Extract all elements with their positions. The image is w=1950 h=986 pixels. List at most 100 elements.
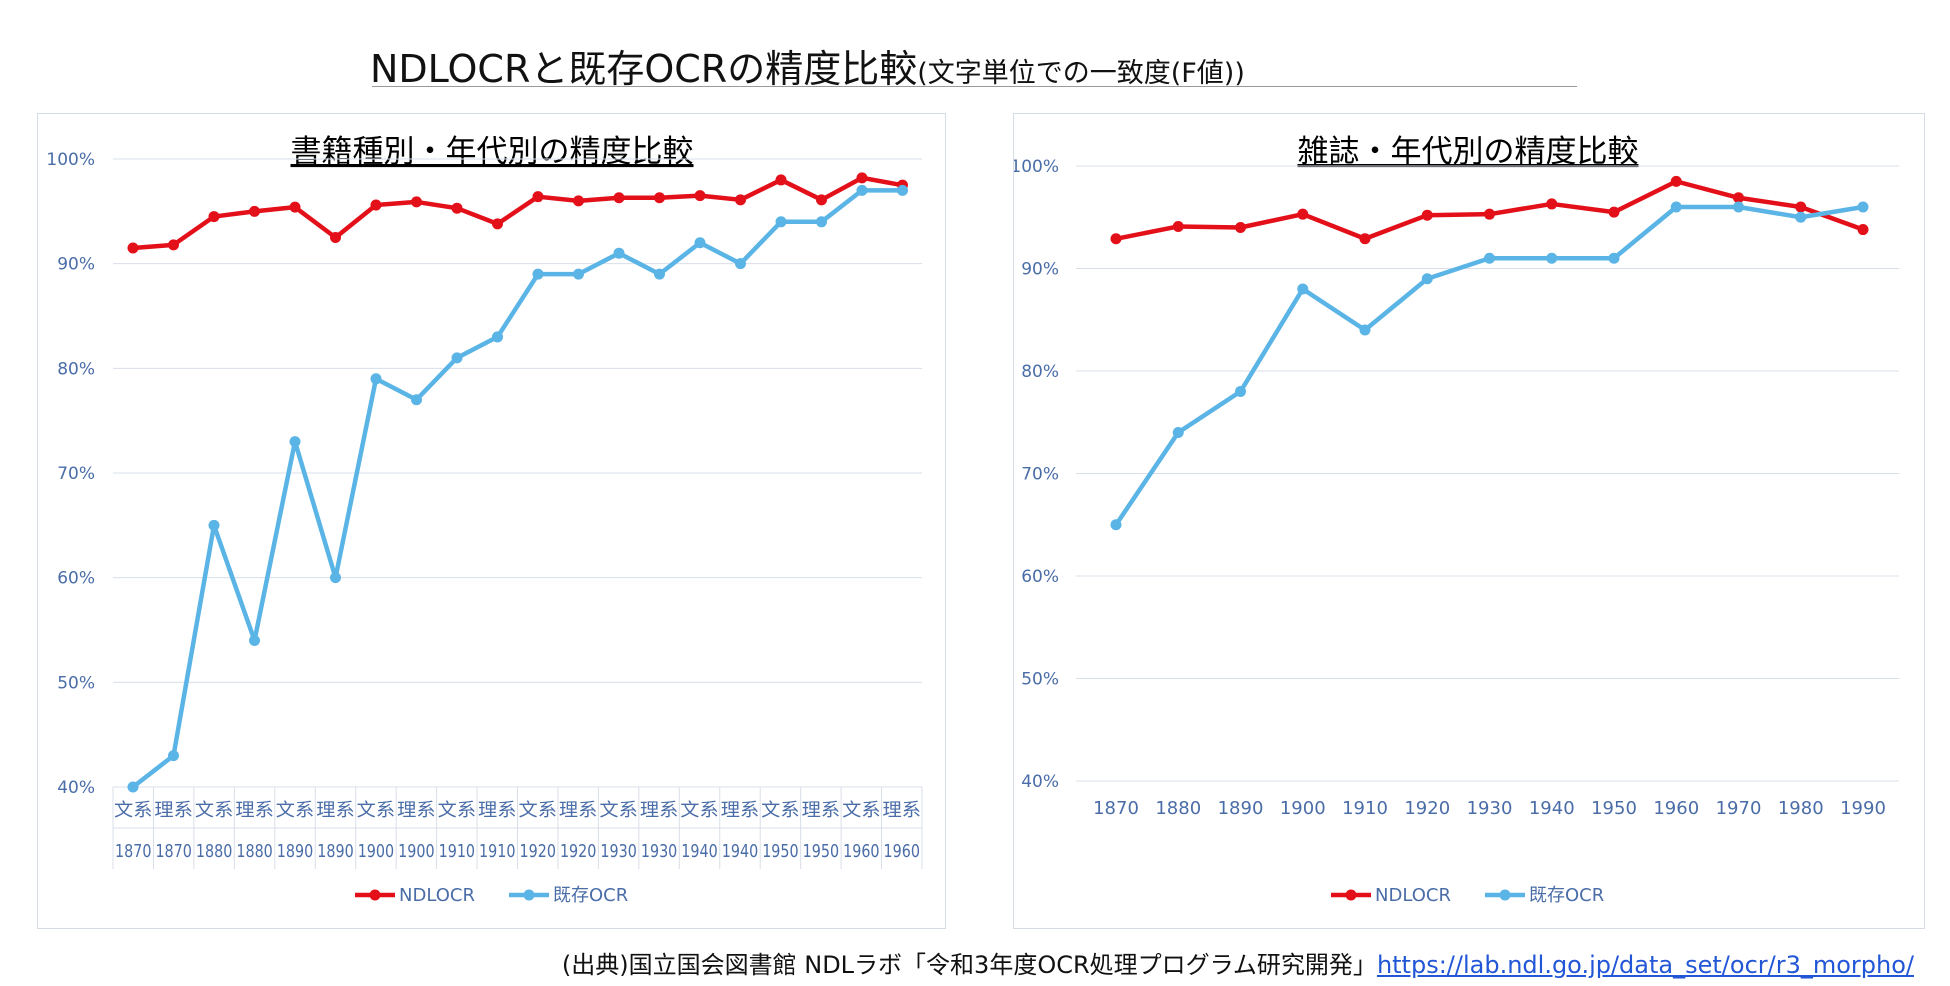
page-title: NDLOCRと既存OCRの精度比較(文字単位での一致度(F値)) [370,38,1570,93]
data-point-existing-ocr [1546,252,1558,264]
y-tick-label: 50% [1021,670,1059,690]
x-tick-label-type: 文系 [519,800,557,821]
data-point-existing-ocr [289,436,301,448]
legend-label: NDLOCR [1375,885,1451,906]
data-point-ndlocr [694,190,706,202]
chart-title: 書籍種別・年代別の精度比較 [291,134,694,170]
x-tick-label-year: 1930 [641,841,677,862]
data-point-ndlocr [451,202,463,214]
x-tick-label-year: 1890 [277,841,313,862]
x-tick-label-year: 1870 [155,841,191,862]
data-point-existing-ocr [1235,386,1246,397]
data-point-ndlocr [735,194,746,206]
data-point-ndlocr [1421,209,1433,221]
data-point-ndlocr [856,172,868,184]
y-tick-label: 100% [1014,157,1059,177]
x-tick-label-type: 理系 [154,800,192,821]
x-tick-label-year: 1920 [520,841,556,862]
data-point-existing-ocr [1172,427,1184,438]
y-tick-label: 80% [57,359,95,379]
x-tick-label-year: 1900 [358,841,394,862]
data-point-existing-ocr [694,237,706,249]
y-tick-label: 70% [1021,465,1059,485]
y-tick-label: 40% [1021,772,1059,792]
chart-title: 雑誌・年代別の精度比較 [1298,134,1639,170]
data-point-existing-ocr [249,634,260,646]
data-point-existing-ocr [1421,273,1433,285]
page-title-main: NDLOCRと既存OCRの精度比較 [370,47,918,91]
x-tick-label-year: 1940 [681,841,717,862]
title-underline [372,86,1577,87]
x-tick-label-year: 1910 [479,841,515,862]
data-point-existing-ocr [1733,201,1744,213]
source-prefix: (出典)国立国会図書館 NDLラボ「令和3年度OCR処理プログラム研究開発」 [561,951,1377,979]
x-tick-label: 1880 [1155,798,1201,819]
legend-swatch-marker [523,889,535,901]
x-tick-label-type: 理系 [802,800,840,821]
data-point-ndlocr [370,199,382,211]
data-point-ndlocr [1297,208,1309,220]
x-tick-label: 1900 [1280,798,1326,819]
data-point-ndlocr [208,211,220,223]
y-tick-label: 40% [57,778,95,798]
x-tick-label: 1990 [1840,798,1886,819]
x-tick-label-type: 文系 [842,800,880,821]
y-tick-label: 70% [57,464,95,484]
data-point-ndlocr [330,232,341,243]
x-tick-label-type: 理系 [883,800,921,821]
x-tick-label-type: 文系 [438,800,476,821]
data-point-existing-ocr [330,572,341,584]
data-point-ndlocr [654,192,665,204]
data-point-ndlocr [532,191,544,203]
data-point-existing-ocr [1608,252,1620,264]
data-point-ndlocr [492,218,503,230]
data-point-ndlocr [289,201,301,213]
x-tick-label-type: 理系 [721,800,759,821]
data-point-ndlocr [1546,198,1558,210]
data-point-ndlocr [1670,175,1682,187]
data-point-ndlocr [613,192,625,204]
x-tick-label-year: 1890 [317,841,353,862]
series-line-ndlocr [132,175,903,251]
x-tick-label-type: 理系 [559,800,597,821]
x-tick-label-year: 1950 [762,841,798,862]
x-tick-label-type: 文系 [195,800,233,821]
x-tick-label: 1870 [1093,798,1139,819]
x-tick-label: 1980 [1778,798,1824,819]
x-tick-label-year: 1900 [398,841,434,862]
source-link[interactable]: https://lab.ndl.go.jp/data_set/ocr/r3_mo… [1376,951,1914,979]
data-point-existing-ocr [775,216,787,228]
data-point-ndlocr [1235,222,1246,233]
data-point-ndlocr [1608,206,1620,218]
x-tick-label-year: 1930 [600,841,636,862]
legend-label: 既存OCR [1529,885,1604,906]
x-tick-label-type: 文系 [357,800,395,821]
books-chart-panel: 書籍種別・年代別の精度比較 40% 50% 60% 70% 80% 90% 100% 文系 187… [37,113,946,929]
x-tick-label-type: 文系 [114,800,152,821]
series-line-existing-ocr [131,188,903,789]
data-point-ndlocr [1359,233,1371,245]
x-tick-label-year: 1960 [843,841,879,862]
x-tick-label: 1940 [1529,798,1575,819]
data-point-ndlocr [775,174,787,186]
x-tick-label-type: 理系 [235,800,273,821]
x-tick-label-type: 文系 [599,800,637,821]
data-point-ndlocr [1110,233,1122,245]
books-chart: 書籍種別・年代別の精度比較40%50%60%70%80%90%100%文系187… [46,134,923,906]
legend-label: 既存OCR [553,885,628,906]
y-tick-label: 90% [57,255,95,275]
legend-swatch-marker [369,889,381,901]
x-tick-label-type: 理系 [316,800,354,821]
data-point-ndlocr [1733,192,1744,204]
legend-label: NDLOCR [399,885,475,906]
data-point-existing-ocr [654,268,665,280]
data-point-existing-ocr [856,184,868,196]
data-point-existing-ocr [735,258,746,270]
data-point-ndlocr [1484,208,1495,220]
x-tick-label: 1910 [1342,798,1388,819]
data-point-existing-ocr [573,268,584,280]
x-tick-label-year: 1880 [236,841,272,862]
legend-swatch-marker [1345,889,1357,901]
data-point-existing-ocr [451,352,463,364]
page-title-sub: (文字単位での一致度(F値)) [917,58,1245,89]
